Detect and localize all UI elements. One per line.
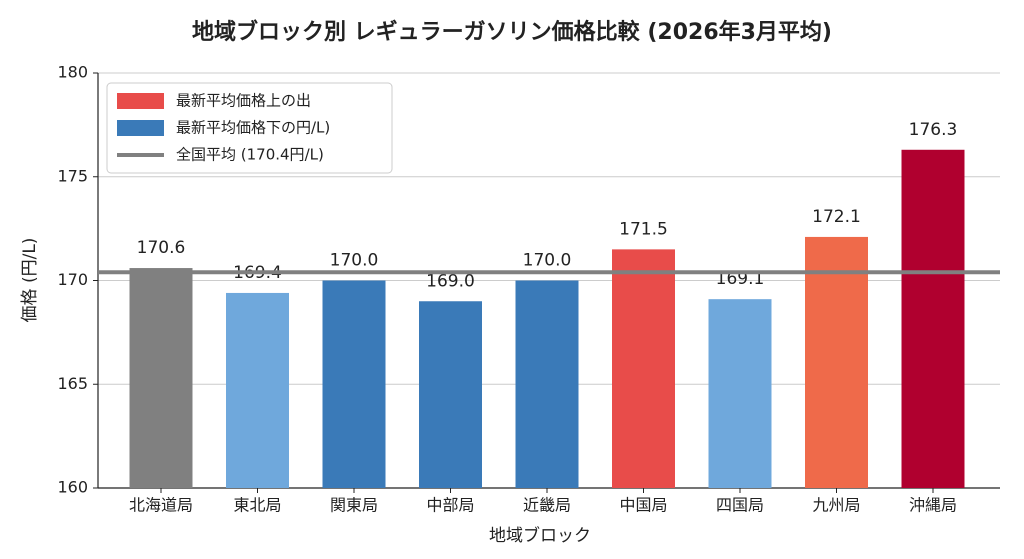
x-tick-label: 東北局	[233, 496, 281, 515]
chart-title: 地域ブロック別 レギュラーガソリン価格比較 (2026年3月平均)	[192, 19, 832, 45]
x-tick-label: 中部局	[426, 496, 474, 515]
value-label: 170.0	[330, 251, 379, 271]
legend-swatch	[117, 120, 164, 136]
value-label: 170.0	[523, 251, 572, 271]
legend-label: 最新平均価格下の円/L)	[176, 119, 330, 137]
x-tick-label: 四国局	[716, 496, 764, 515]
x-tick-label: 北海道局	[129, 496, 193, 515]
value-label: 169.0	[426, 271, 475, 291]
bar	[419, 301, 482, 488]
bar	[805, 236, 868, 488]
y-tick-label: 180	[57, 63, 88, 82]
x-tick-label: 関東局	[330, 496, 378, 515]
x-tick-label: 九州局	[812, 496, 860, 515]
bar	[129, 268, 193, 488]
legend-label: 最新平均価格上の出	[176, 92, 311, 110]
y-tick-label: 165	[57, 374, 88, 393]
value-label: 176.3	[909, 120, 958, 140]
y-tick-label: 170	[57, 270, 88, 289]
legend-swatch	[117, 93, 164, 109]
y-axis-label: 価格 (円/L)	[20, 238, 40, 323]
legend-box	[106, 82, 393, 174]
bar	[901, 149, 965, 488]
bar	[515, 280, 579, 488]
y-tick-label: 160	[57, 478, 88, 497]
x-tick-label: 近畿局	[523, 496, 571, 515]
x-tick-label: 沖縄局	[909, 496, 957, 515]
x-axis-label: 地域ブロック	[489, 525, 591, 546]
y-tick-label: 175	[57, 166, 88, 185]
x-tick-label: 中国局	[619, 496, 667, 515]
value-label: 170.6	[137, 238, 186, 258]
value-label: 171.5	[619, 219, 668, 239]
bar	[322, 280, 386, 488]
legend-label: 全国平均 (170.4円/L)	[176, 146, 324, 164]
value-label: 172.1	[812, 207, 861, 227]
bar	[708, 299, 772, 488]
bar	[226, 292, 289, 488]
bar	[612, 249, 675, 488]
